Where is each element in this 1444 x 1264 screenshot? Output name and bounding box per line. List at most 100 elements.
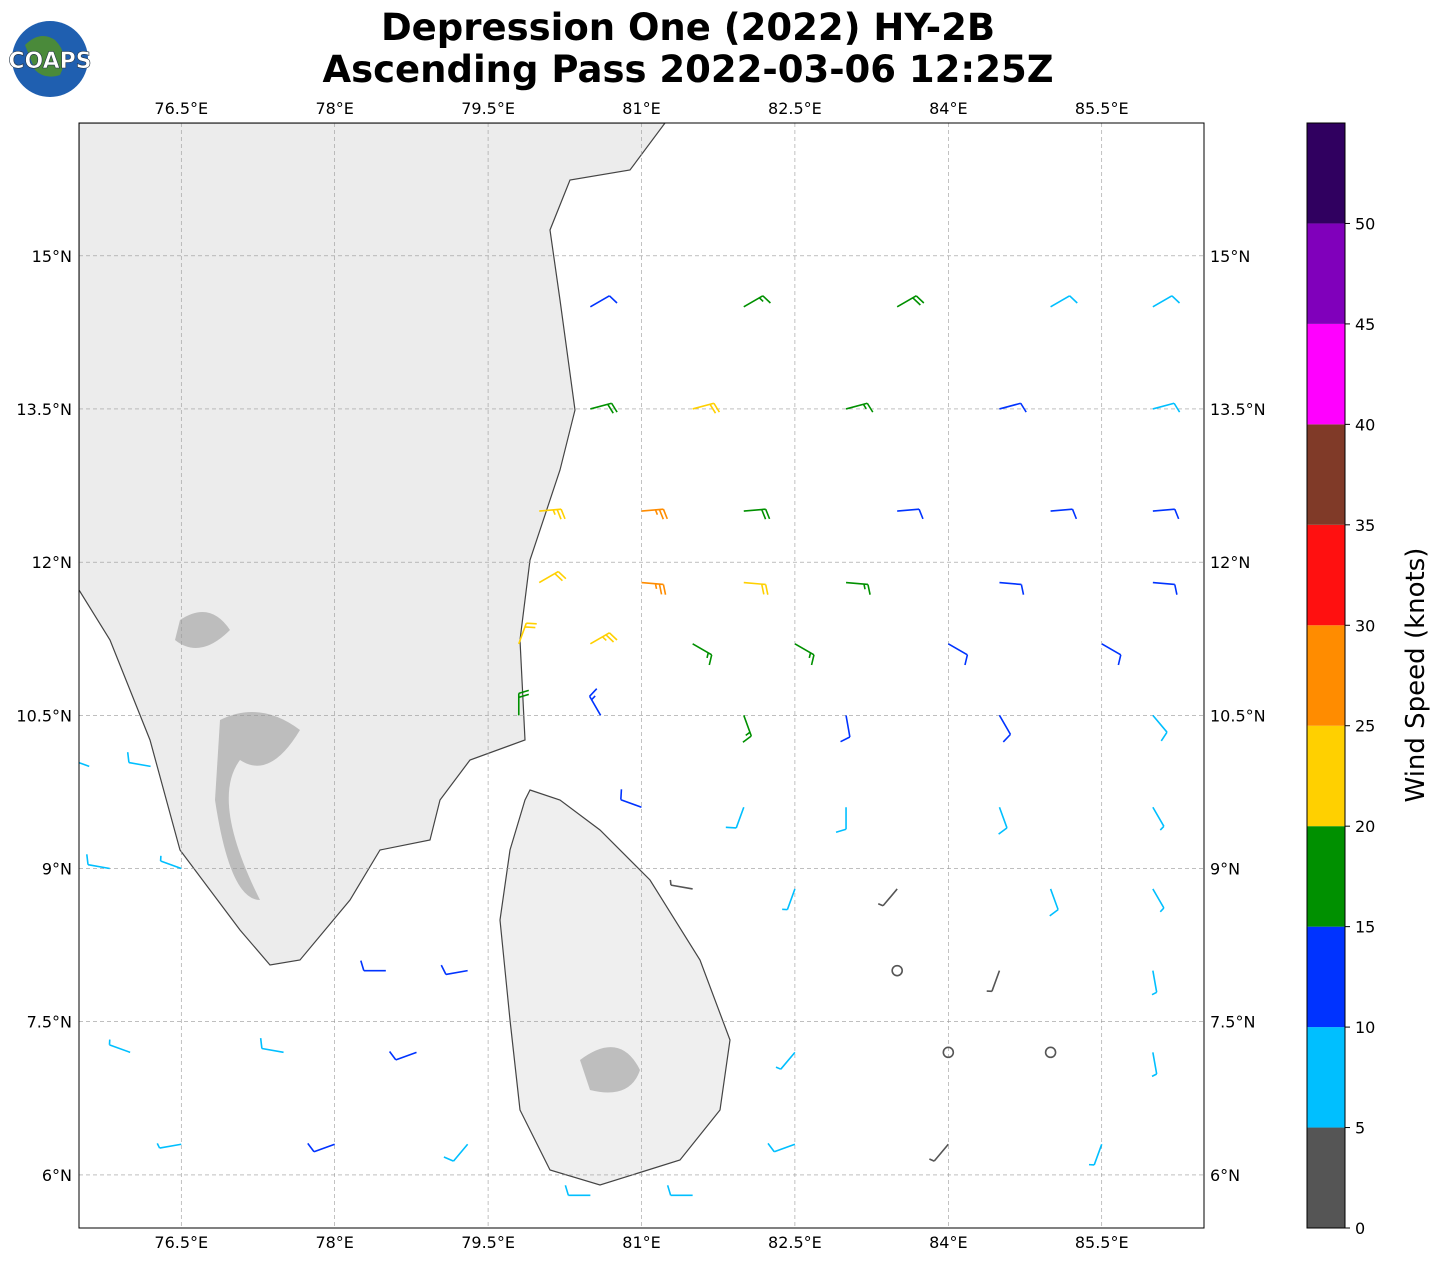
colorbar-tick-label: 30 <box>1355 616 1375 635</box>
x-tick-label: 78°E <box>315 99 353 118</box>
wind-barb <box>388 1051 417 1061</box>
wind-barb <box>742 715 753 743</box>
colorbar-tick-label: 50 <box>1355 214 1375 233</box>
wind-barb <box>725 806 745 829</box>
wind-barb <box>782 888 796 911</box>
x-tick-label: 84°E <box>929 1233 967 1252</box>
wind-barb <box>845 402 874 413</box>
x-tick-label: 85.5°E <box>1075 99 1129 118</box>
wind-barb <box>539 508 566 520</box>
wind-barb <box>929 1143 949 1162</box>
y-tick-label: 15°N <box>1210 247 1250 266</box>
map-frame <box>78 122 1205 1229</box>
y-tick-label: 7.5°N <box>1210 1013 1255 1032</box>
wind-barb <box>999 581 1025 595</box>
colorbar-segment <box>1307 625 1345 726</box>
wind-barb <box>775 1051 796 1070</box>
wind-barb <box>1152 402 1181 413</box>
wind-barb <box>840 715 851 743</box>
colorbar-segment <box>1307 223 1345 324</box>
wind-barb <box>518 622 537 645</box>
colorbar-tick-label: 20 <box>1355 817 1375 836</box>
colorbar-segment <box>1307 1127 1345 1228</box>
wind-barb <box>360 960 386 972</box>
colorbar-segment <box>1307 725 1345 827</box>
wind-barb <box>692 643 713 666</box>
colorbar-tick-label: 5 <box>1355 1119 1365 1138</box>
x-tick-label: 82.5°E <box>768 99 822 118</box>
wind-barb <box>156 1143 182 1149</box>
colorbar-segment <box>1307 1027 1345 1128</box>
y-tick-label: 6°N <box>42 1166 72 1185</box>
y-tick-label: 12°N <box>32 553 72 572</box>
y-tick-label: 10.5°N <box>1210 706 1266 725</box>
wind-barb <box>108 1039 131 1054</box>
wind-barb <box>440 964 468 976</box>
x-tick-label: 84°E <box>929 99 967 118</box>
y-tick-label: 9°N <box>1210 860 1240 879</box>
wind-barb <box>589 632 618 645</box>
colorbar-segment <box>1307 123 1345 224</box>
colorbar-segment <box>1307 826 1345 927</box>
wind-barb <box>588 688 602 716</box>
wind-barb <box>767 1142 796 1153</box>
title: Ascending Pass 2022-03-06 12:25Z <box>322 48 1053 91</box>
colorbar-segment <box>1307 524 1345 626</box>
x-tick-label: 81°E <box>622 99 660 118</box>
wind-barb <box>1152 888 1165 913</box>
wind-barb <box>620 789 642 808</box>
wind-barb <box>1152 295 1181 308</box>
wind-barb <box>1152 714 1168 742</box>
x-tick-label: 76.5°E <box>154 99 208 118</box>
wind-barb <box>86 854 110 870</box>
wind-barb <box>1101 643 1122 666</box>
wind-barb <box>692 402 721 414</box>
calm-barb <box>942 1046 955 1059</box>
wind-barb <box>877 888 898 907</box>
wind-barb <box>259 1038 284 1054</box>
x-tick-label: 82.5°E <box>768 1233 822 1252</box>
wind-barb <box>159 855 182 870</box>
wind-barb <box>126 752 151 768</box>
logo-land <box>25 36 64 77</box>
y-tick-label: 15°N <box>32 247 72 266</box>
y-tick-label: 13.5°N <box>1210 400 1266 419</box>
wind-barb <box>669 879 693 890</box>
y-tick-label: 9°N <box>42 860 72 879</box>
wind-barb <box>743 581 769 595</box>
wind-barb <box>538 570 567 584</box>
calm-barb <box>1044 1046 1057 1059</box>
x-tick-label: 76.5°E <box>154 1233 208 1252</box>
wind-barb <box>897 508 924 520</box>
wind-barb <box>1049 888 1059 917</box>
colorbar-tick-label: 10 <box>1355 1018 1375 1037</box>
x-tick-label: 79.5°E <box>461 1233 515 1252</box>
colorbar-segment <box>1307 926 1345 1028</box>
wind-barb <box>517 689 530 716</box>
colorbar-tick-label: 25 <box>1355 717 1375 736</box>
wind-barb <box>835 807 847 834</box>
colorbar-label: Wind Speed (knots) <box>1401 548 1431 803</box>
calm-barb <box>891 964 903 977</box>
colorbar-segment <box>1307 323 1345 425</box>
title: Depression One (2022) HY-2B <box>381 6 995 49</box>
wind-barb <box>590 402 618 414</box>
wind-barb <box>666 1185 693 1197</box>
wind-barb <box>307 1142 335 1153</box>
x-tick-label: 85.5°E <box>1075 1233 1129 1252</box>
wind-barb <box>589 295 618 308</box>
wind-barb <box>1152 508 1180 520</box>
colorbar-frame <box>1306 122 1346 1229</box>
x-tick-label: 78°E <box>315 1233 353 1252</box>
wind-barb <box>1151 970 1158 996</box>
wind-barb <box>845 581 871 595</box>
colorbar-tick-label: 40 <box>1355 415 1375 434</box>
wind-barb <box>743 295 771 308</box>
wind-barb <box>896 295 925 308</box>
wind-barb <box>1088 1143 1103 1166</box>
wind-barb <box>564 1185 591 1197</box>
wind-barb <box>986 970 1001 993</box>
colorbar-tick-label: 45 <box>1355 315 1375 334</box>
map-area <box>79 123 1204 1228</box>
y-tick-label: 13.5°N <box>16 400 72 419</box>
